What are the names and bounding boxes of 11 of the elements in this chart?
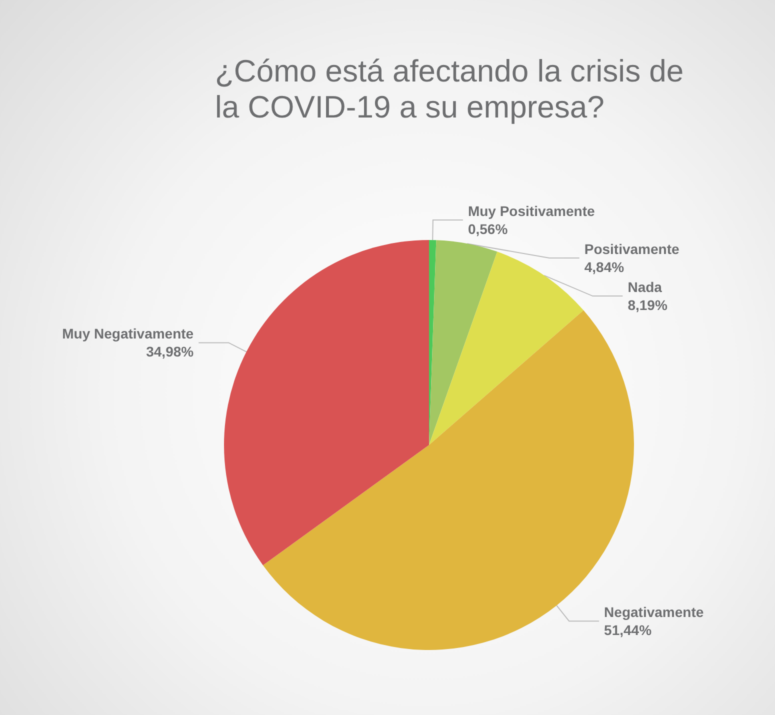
slice-label: Muy Positivamente [468, 203, 595, 220]
data-label: 8,19% [628, 297, 668, 314]
data-label: 4,84% [584, 259, 625, 276]
slice-label: Nada [628, 279, 662, 296]
slice-label: Negativamente [604, 604, 704, 620]
chart-title: ¿Cómo está afectando la crisis de la COVID-19 a su empresa? [215, 54, 692, 124]
slice-label: Positivamente [584, 241, 680, 258]
data-label: 0,56% [468, 221, 508, 238]
data-label: 51,44% [604, 622, 652, 638]
slice-label: Muy Negativamente [62, 326, 194, 342]
data-label: 34,98% [146, 344, 194, 360]
